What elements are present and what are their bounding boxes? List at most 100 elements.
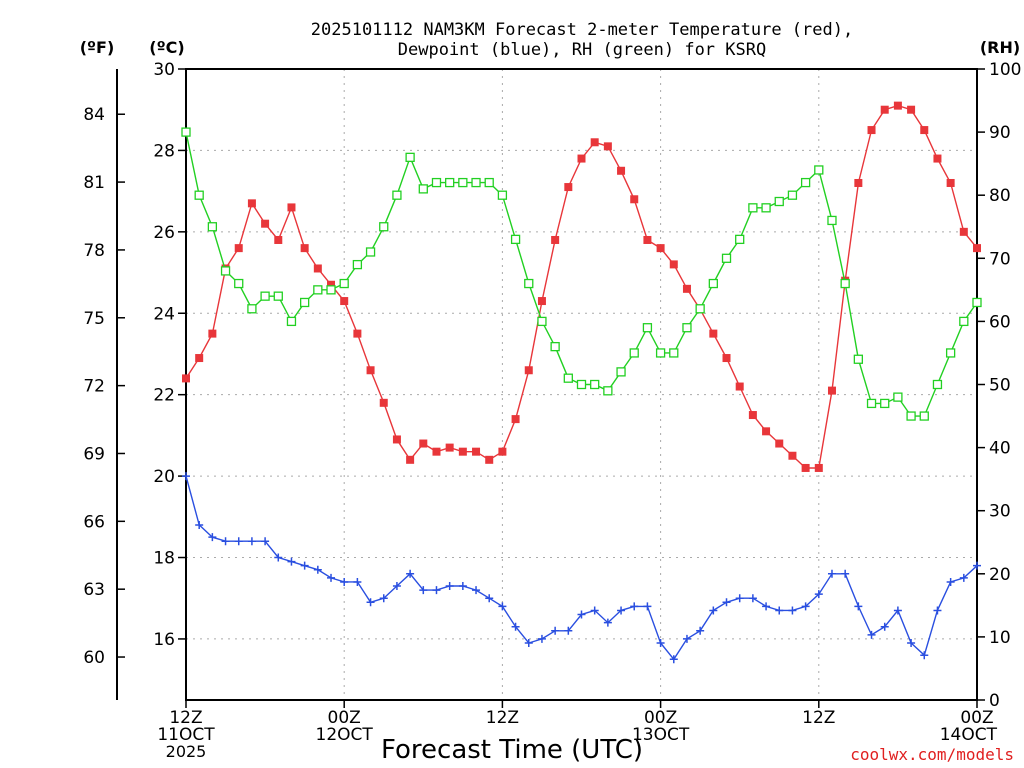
data-point — [880, 398, 890, 409]
celsius-tick-label: 26 — [153, 223, 175, 243]
data-point — [762, 427, 771, 436]
data-point — [445, 177, 455, 188]
data-point — [524, 366, 533, 375]
data-point — [472, 586, 481, 595]
data-point — [603, 142, 612, 151]
data-point — [774, 196, 784, 207]
data-point — [735, 594, 744, 603]
data-point — [458, 177, 468, 188]
data-point — [748, 594, 757, 603]
data-point — [458, 447, 467, 456]
data-point — [340, 577, 349, 586]
data-point — [261, 219, 270, 228]
data-point — [590, 379, 600, 390]
x-tick-label: 12OCT — [316, 725, 374, 745]
data-point — [893, 392, 903, 402]
x-axis-label: Forecast Time (UTC) — [381, 735, 643, 765]
data-point — [299, 297, 310, 308]
data-point — [721, 253, 732, 263]
data-point — [920, 651, 929, 660]
data-point — [788, 451, 797, 460]
data-point — [511, 622, 520, 631]
data-point — [261, 537, 270, 546]
data-point — [867, 126, 876, 135]
data-point — [537, 297, 546, 306]
data-point — [616, 367, 626, 377]
fahrenheit-tick-label: 84 — [83, 105, 105, 125]
data-point — [907, 105, 916, 114]
data-point — [841, 569, 850, 578]
fahrenheit-tick-label: 66 — [83, 512, 105, 532]
data-point — [590, 138, 599, 147]
data-point — [392, 190, 402, 200]
data-point — [708, 278, 718, 289]
data-point — [932, 379, 943, 390]
data-point — [419, 439, 428, 448]
data-point — [827, 386, 836, 395]
celsius-unit-label: (ºC) — [149, 38, 184, 57]
data-point — [432, 586, 441, 595]
rh-tick-label: 80 — [989, 186, 1011, 206]
data-point — [326, 285, 336, 295]
x-tick-label: 12Z — [802, 708, 835, 728]
data-point — [365, 247, 376, 257]
data-point — [551, 235, 560, 244]
data-point — [327, 280, 336, 289]
data-point — [273, 291, 283, 301]
data-point — [669, 655, 678, 664]
data-point — [208, 329, 217, 338]
data-point — [445, 443, 454, 452]
gridlines — [186, 69, 977, 700]
data-point — [959, 316, 969, 327]
data-point — [801, 463, 810, 472]
data-point — [300, 561, 309, 570]
data-point — [300, 244, 309, 253]
celsius-tick-label: 30 — [153, 60, 175, 80]
data-point — [933, 606, 942, 615]
data-point — [353, 577, 362, 586]
data-point — [630, 602, 639, 611]
data-point — [643, 235, 652, 244]
data-point — [866, 398, 877, 409]
data-point — [655, 348, 666, 358]
data-point — [722, 354, 731, 363]
axes: 16 18 20 22 24 26 28 30 60 63 66 69 72 75 78 81 84 0 10 20 3… — [83, 60, 1021, 761]
x-tick-label: 13OCT — [632, 725, 690, 745]
rh-tick-label: 90 — [989, 123, 1011, 143]
data-point — [946, 577, 955, 586]
data-point — [669, 260, 678, 269]
data-point — [339, 278, 349, 289]
data-point — [945, 348, 956, 358]
data-point — [564, 183, 573, 192]
series-2 — [181, 127, 982, 421]
rh-tick-label: 20 — [989, 565, 1011, 585]
data-point — [761, 203, 771, 213]
data-point — [340, 297, 349, 306]
data-point — [537, 316, 547, 327]
data-point — [827, 215, 837, 226]
x-tick-label: 00Z — [644, 708, 677, 728]
data-point — [379, 594, 388, 603]
fahrenheit-unit-label: (ºF) — [80, 38, 115, 57]
data-point — [313, 565, 322, 574]
data-point — [366, 598, 375, 607]
data-point — [247, 304, 257, 314]
data-point — [511, 415, 520, 424]
chart-title-line-1: 2025101112 NAM3KM Forecast 2-meter Tempe… — [311, 20, 853, 40]
data-point — [682, 284, 691, 293]
data-point — [656, 244, 665, 253]
data-point — [840, 278, 850, 289]
data-point — [880, 622, 889, 631]
data-point — [498, 602, 507, 611]
data-point — [788, 606, 797, 615]
celsius-tick-label: 18 — [153, 549, 175, 569]
data-point — [207, 222, 218, 232]
data-point — [260, 291, 270, 301]
data-point — [669, 348, 679, 358]
data-point — [418, 184, 428, 194]
data-point — [735, 382, 744, 391]
data-point — [867, 630, 876, 639]
data-point — [551, 626, 560, 635]
data-point — [274, 553, 283, 562]
data-point — [630, 195, 639, 204]
